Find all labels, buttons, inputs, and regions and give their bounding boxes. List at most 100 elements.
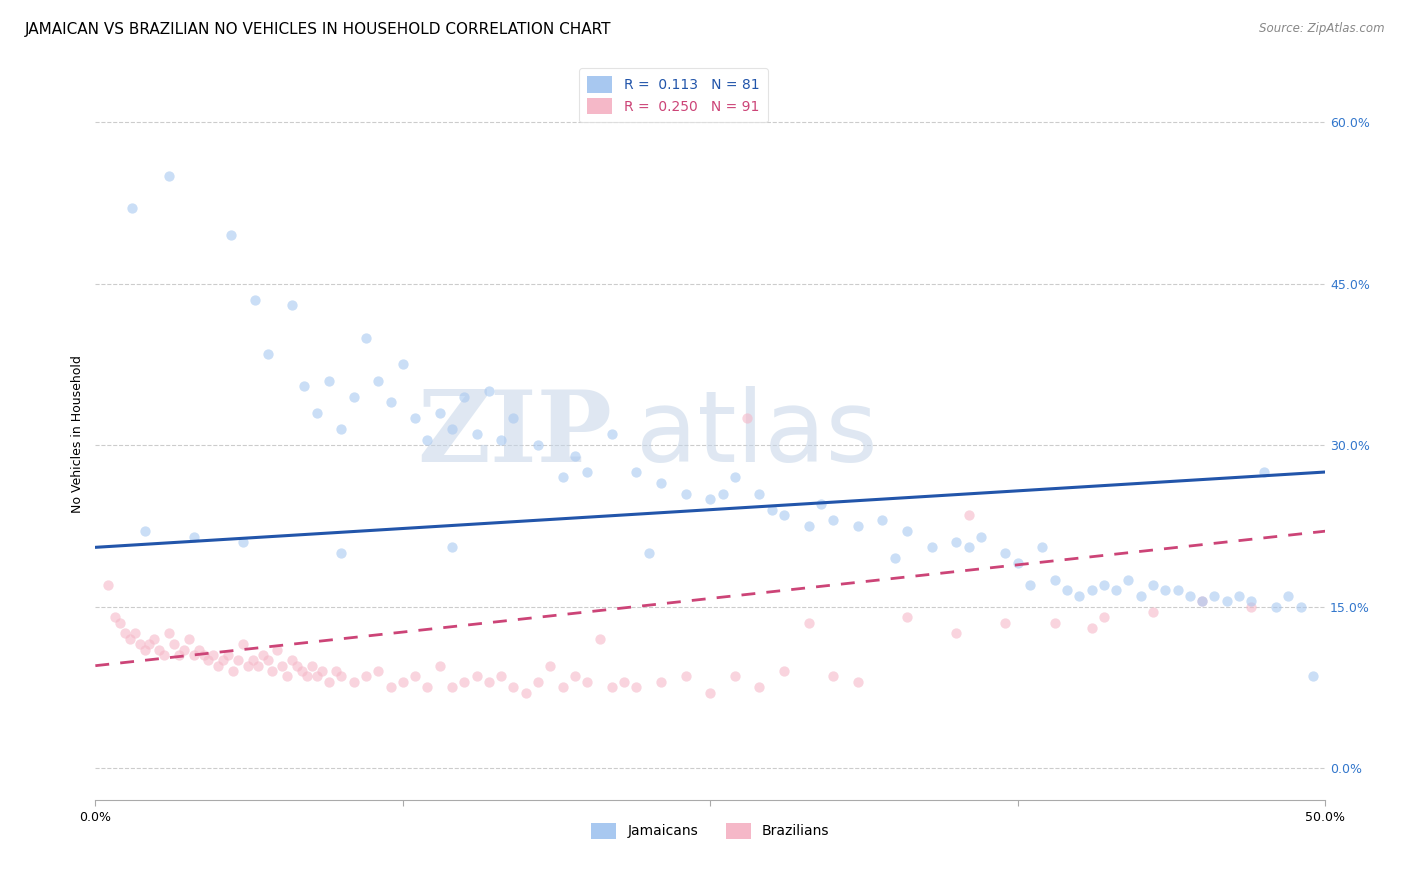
Point	[108, 615, 131, 630]
Point	[502, 411, 524, 425]
Point	[478, 384, 501, 399]
Point	[1216, 594, 1239, 608]
Point	[118, 632, 141, 646]
Point	[797, 518, 820, 533]
Point	[896, 524, 918, 539]
Point	[1167, 583, 1189, 598]
Point	[305, 669, 328, 683]
Point	[1105, 583, 1128, 598]
Point	[1118, 573, 1140, 587]
Point	[193, 648, 215, 662]
Point	[367, 374, 389, 388]
Point	[343, 390, 366, 404]
Point	[1302, 669, 1324, 683]
Point	[994, 546, 1017, 560]
Point	[1129, 589, 1152, 603]
Point	[1080, 621, 1102, 635]
Point	[138, 637, 160, 651]
Point	[551, 680, 574, 694]
Point	[773, 664, 796, 678]
Point	[121, 202, 143, 216]
Point	[970, 530, 993, 544]
Point	[197, 653, 219, 667]
Point	[1019, 578, 1042, 592]
Point	[440, 422, 463, 436]
Point	[157, 626, 180, 640]
Point	[489, 433, 512, 447]
Point	[1031, 541, 1053, 555]
Point	[281, 653, 304, 667]
Point	[252, 648, 274, 662]
Point	[957, 541, 980, 555]
Point	[1080, 583, 1102, 598]
Point	[613, 674, 636, 689]
Point	[124, 626, 146, 640]
Point	[823, 669, 845, 683]
Point	[1240, 594, 1263, 608]
Point	[453, 390, 475, 404]
Legend: Jamaicans, Brazilians: Jamaicans, Brazilians	[585, 817, 835, 845]
Point	[576, 465, 599, 479]
Point	[564, 669, 586, 683]
Point	[330, 669, 353, 683]
Point	[183, 648, 205, 662]
Point	[699, 685, 721, 699]
Point	[527, 438, 550, 452]
Point	[994, 615, 1017, 630]
Point	[773, 508, 796, 522]
Point	[245, 293, 267, 307]
Point	[650, 475, 672, 490]
Point	[262, 664, 284, 678]
Point	[872, 513, 894, 527]
Point	[564, 449, 586, 463]
Point	[134, 642, 156, 657]
Point	[588, 632, 610, 646]
Point	[883, 551, 905, 566]
Point	[157, 169, 180, 183]
Point	[301, 658, 323, 673]
Point	[281, 298, 304, 312]
Point	[256, 346, 278, 360]
Point	[1092, 578, 1115, 592]
Point	[1240, 599, 1263, 614]
Point	[404, 411, 426, 425]
Point	[207, 658, 229, 673]
Point	[167, 648, 190, 662]
Point	[380, 680, 402, 694]
Point	[202, 648, 225, 662]
Point	[600, 680, 623, 694]
Point	[478, 674, 501, 689]
Point	[465, 669, 488, 683]
Point	[761, 502, 783, 516]
Point	[318, 374, 340, 388]
Point	[1092, 610, 1115, 624]
Point	[256, 653, 278, 667]
Point	[153, 648, 176, 662]
Point	[404, 669, 426, 683]
Point	[551, 470, 574, 484]
Point	[626, 680, 648, 694]
Point	[134, 524, 156, 539]
Point	[453, 674, 475, 689]
Point	[354, 669, 377, 683]
Point	[354, 330, 377, 344]
Point	[219, 228, 242, 243]
Point	[945, 535, 967, 549]
Point	[515, 685, 537, 699]
Point	[1056, 583, 1078, 598]
Point	[391, 358, 413, 372]
Point	[1191, 594, 1213, 608]
Point	[128, 637, 150, 651]
Point	[285, 658, 308, 673]
Point	[311, 664, 333, 678]
Point	[440, 541, 463, 555]
Point	[291, 664, 314, 678]
Point	[846, 518, 869, 533]
Point	[104, 610, 127, 624]
Point	[1178, 589, 1201, 603]
Point	[1007, 557, 1029, 571]
Point	[957, 508, 980, 522]
Point	[1142, 578, 1164, 592]
Point	[148, 642, 170, 657]
Point	[163, 637, 186, 651]
